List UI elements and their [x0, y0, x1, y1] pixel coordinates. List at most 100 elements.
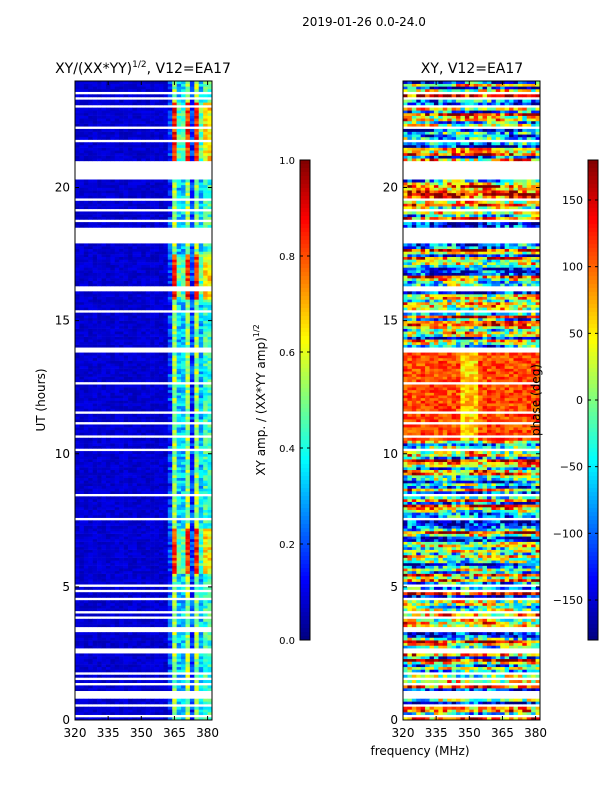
heatmap-cell: [181, 389, 186, 393]
heatmap-cell: [79, 357, 85, 361]
heatmap-cell: [185, 363, 191, 367]
heatmap-cell: [163, 642, 169, 646]
heatmap-cell: [158, 483, 164, 486]
heatmap-cell: [75, 243, 80, 247]
heatmap-cell: [75, 480, 80, 484]
heatmap-cell: [123, 637, 129, 641]
heatmap-cell: [132, 504, 138, 508]
heatmap-cell: [105, 224, 111, 228]
heatmap-cell: [97, 525, 102, 529]
heatmap-cell: [88, 403, 93, 407]
heatmap-cell: [119, 280, 124, 284]
heatmap-cell: [181, 552, 186, 556]
heatmap-cell: [141, 562, 147, 566]
heatmap-cell: [172, 507, 177, 510]
heatmap-cell: [194, 206, 200, 210]
heatmap-cell: [123, 522, 129, 526]
heatmap-cell: [128, 688, 133, 692]
heatmap-cell: [83, 701, 89, 705]
heatmap-cell: [185, 192, 191, 196]
heatmap-cell: [132, 328, 138, 332]
heatmap-cell: [136, 203, 142, 207]
heatmap-cell: [145, 632, 151, 636]
heatmap-cell: [167, 405, 173, 409]
heatmap-cell: [141, 573, 147, 577]
heatmap-cell: [150, 613, 155, 617]
heatmap-cell: [150, 419, 155, 423]
heatmap-cell: [181, 408, 186, 412]
heatmap-cell: [185, 522, 191, 526]
heatmap-cell: [163, 634, 169, 638]
heatmap-cell: [92, 594, 98, 598]
heatmap-cell: [97, 296, 102, 300]
heatmap-cell: [141, 222, 147, 226]
heatmap-cell: [128, 661, 133, 665]
heatmap-cell: [167, 608, 173, 612]
heatmap-cell: [88, 581, 93, 585]
heatmap-cell: [136, 206, 142, 210]
heatmap-cell: [185, 472, 191, 476]
heatmap-cell: [163, 278, 169, 281]
heatmap-cell: [79, 613, 85, 617]
heatmap-cell: [194, 368, 200, 372]
heatmap-cell: [158, 706, 164, 710]
heatmap-cell: [163, 637, 169, 641]
heatmap-cell: [167, 459, 173, 463]
heatmap-cell: [136, 634, 142, 638]
heatmap-cell: [167, 368, 173, 372]
heatmap-cell: [203, 294, 208, 297]
heatmap-cell: [203, 278, 208, 281]
heatmap-cell: [136, 216, 142, 220]
heatmap-cell: [189, 400, 195, 404]
heatmap-cell: [92, 491, 98, 494]
heatmap-cell: [83, 315, 89, 319]
heatmap-cell: [110, 427, 116, 431]
heatmap-cell: [97, 621, 102, 625]
heatmap-cell: [79, 440, 85, 444]
heatmap-cell: [194, 674, 200, 678]
heatmap-cell: [136, 483, 142, 486]
heatmap-cell: [92, 661, 98, 665]
heatmap-cell: [128, 291, 133, 295]
heatmap-cell: [145, 485, 151, 489]
heatmap-cell: [83, 200, 89, 204]
heatmap-cell: [181, 211, 186, 215]
heatmap-cell: [203, 581, 208, 585]
heatmap-cell: [198, 507, 204, 510]
heatmap-cell: [141, 522, 147, 526]
heatmap-cell: [207, 440, 213, 444]
heatmap-cell: [105, 445, 111, 449]
heatmap-cell: [172, 440, 177, 444]
heatmap-cell: [198, 666, 204, 670]
heatmap-cell: [136, 453, 142, 457]
heatmap-cell: [136, 419, 142, 423]
heatmap-cell: [163, 685, 169, 689]
heatmap-cell: [114, 392, 120, 396]
heatmap-cell: [167, 429, 173, 433]
heatmap-cell: [110, 496, 116, 500]
heatmap-cell: [101, 328, 107, 332]
heatmap-cell: [163, 451, 169, 455]
heatmap-cell: [114, 341, 120, 345]
heatmap-cell: [207, 475, 213, 479]
heatmap-cell: [83, 384, 89, 388]
heatmap-cell: [145, 363, 151, 367]
heatmap-cell: [132, 203, 138, 207]
heatmap-cell: [154, 717, 160, 721]
heatmap-cell: [163, 352, 169, 356]
heatmap-cell: [181, 437, 186, 441]
heatmap-cell: [119, 413, 124, 417]
heatmap-cell: [75, 368, 80, 372]
heatmap-cell: [105, 307, 111, 311]
heatmap-cell: [110, 211, 116, 215]
heatmap-cell: [114, 653, 120, 657]
heatmap-cell: [163, 328, 169, 332]
heatmap-cell: [114, 251, 120, 255]
heatmap-cell: [172, 504, 177, 508]
heatmap-cell: [145, 355, 151, 359]
heatmap-cell: [92, 499, 98, 502]
heatmap-cell: [114, 485, 120, 489]
heatmap-cell: [97, 352, 102, 356]
heatmap-cell: [132, 432, 138, 436]
heatmap-cell: [101, 395, 107, 399]
